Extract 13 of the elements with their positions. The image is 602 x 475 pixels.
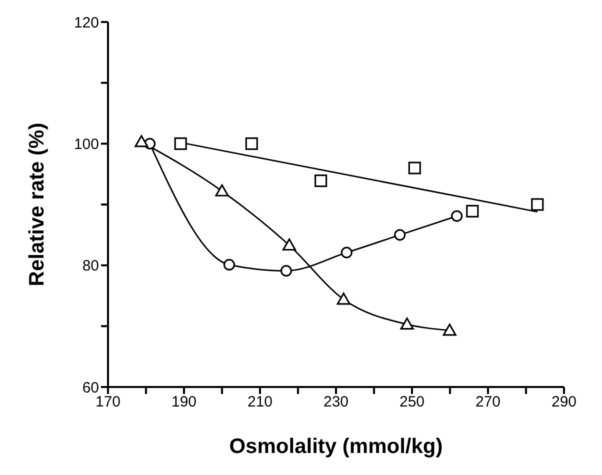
x-tick-label: 210 xyxy=(247,394,273,411)
y-tick-label: 120 xyxy=(74,14,99,32)
x-tick-label: 290 xyxy=(551,394,577,411)
x-tick-label: 250 xyxy=(399,394,425,411)
x-tick-label: 270 xyxy=(475,394,501,411)
x-tick-label: 170 xyxy=(95,394,121,411)
y-axis-title: Relative rate (%) xyxy=(25,122,48,286)
x-axis-title: Osmolality (mmol/kg) xyxy=(229,435,443,458)
x-tick-label: 230 xyxy=(323,394,349,411)
y-tick-label: 60 xyxy=(82,379,99,396)
y-tick-label: 100 xyxy=(74,136,99,153)
x-tick-label: 190 xyxy=(171,394,197,411)
y-tick-label: 80 xyxy=(82,258,99,275)
